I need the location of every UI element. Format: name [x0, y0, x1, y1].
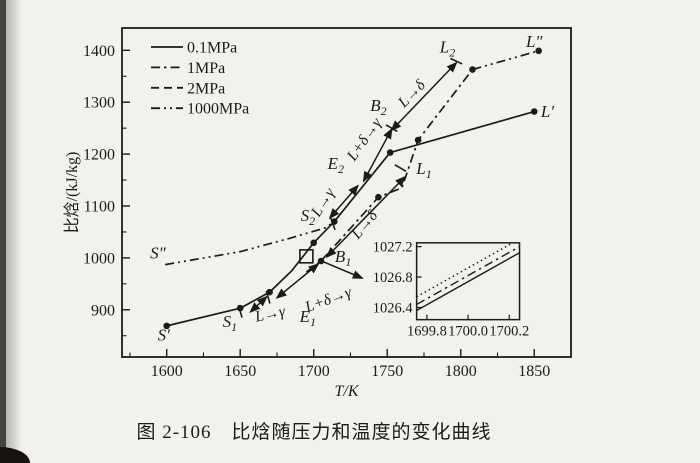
- x-tick-label: 1800: [445, 363, 477, 380]
- y-axis-title: 比焓/(kJ/kg): [63, 152, 81, 234]
- curve-1000MPa: [472, 50, 539, 71]
- inset-line-solid: [416, 252, 520, 312]
- legend: 0.1MPa 1MPa 2MPa 1000MPa: [151, 40, 249, 118]
- legend-entry-label: 2MPa: [187, 80, 225, 97]
- x-tick-label: 1750: [371, 363, 403, 380]
- phase-path-label: L→γ: [253, 303, 288, 326]
- label-S-prime: S′: [158, 326, 171, 345]
- transformation-arrow: [275, 263, 320, 299]
- label-E2: E2: [327, 154, 344, 176]
- data-point: [163, 322, 170, 330]
- x-tick-label: 1850: [518, 363, 550, 380]
- inset-x-tick-label: 1700.0: [448, 324, 488, 340]
- axes-ticks: 1600 1650 1700 1750 1800 1850 900 1000 1100 1200 1…: [83, 43, 572, 380]
- label-S-dblprime: S″: [150, 244, 167, 263]
- scan-edge-shadow: [6, 0, 22, 463]
- y-tick-label: 1100: [84, 198, 115, 215]
- inset-x-tick-label: 1700.2: [489, 324, 529, 340]
- label-L1: L1: [415, 159, 431, 181]
- inset-y-tick-label: 1026.4: [373, 300, 414, 316]
- chart-canvas: 1600 1650 1700 1750 1800 1850 900 1000 1100 1200 1…: [63, 27, 572, 400]
- x-tick-label: 1650: [224, 363, 256, 380]
- inset-x-tick-label: 1699.8: [407, 324, 447, 340]
- transformation-arrow: [323, 261, 364, 279]
- y-tick-label: 1300: [83, 95, 115, 112]
- legend-entry-label: 1MPa: [187, 60, 225, 77]
- inset-y-tick-label: 1026.8: [373, 270, 413, 286]
- figure-caption: 图 2-106 比焓随压力和温度的变化曲线: [136, 422, 492, 443]
- label-E1: E1: [299, 307, 316, 329]
- x-tick-label: 1600: [151, 363, 183, 380]
- end-tick: [394, 164, 407, 173]
- data-point: [310, 239, 318, 247]
- transformation-arrow: [390, 61, 458, 132]
- scan-corner-blob: [0, 447, 30, 463]
- label-L-prime: L′: [540, 102, 554, 121]
- phase-path-label: L→δ: [394, 76, 429, 112]
- label-B1: B1: [335, 247, 351, 269]
- data-point: [535, 47, 542, 55]
- data-point: [330, 218, 338, 225]
- inset-line-dotted: [416, 242, 515, 298]
- inset-plot: 1699.8 1700.0 1700.2 1026.4 1026.8 1027.2: [373, 240, 529, 340]
- transformation-arrow: [362, 127, 393, 183]
- data-point: [375, 193, 382, 201]
- label-L-dblprime: L″: [525, 32, 543, 51]
- end-tick: [385, 124, 398, 133]
- data-point: [386, 149, 394, 156]
- label-S2: S2: [301, 206, 316, 228]
- y-tick-label: 900: [91, 302, 115, 319]
- label-S1: S1: [223, 312, 238, 334]
- phase-path-label: L→δ: [347, 207, 381, 243]
- data-points: [163, 47, 542, 330]
- legend-entry-label: 0.1MPa: [187, 40, 237, 57]
- data-point: [266, 288, 273, 296]
- data-point: [236, 304, 244, 312]
- x-axis-title: T/K: [334, 383, 359, 400]
- open-square-marker: [299, 249, 314, 264]
- data-point: [414, 136, 422, 144]
- phase-path-label: L+δ→γ: [343, 114, 385, 165]
- inset-line-dash-dot: [416, 246, 520, 306]
- y-tick-label: 1400: [83, 43, 115, 60]
- scan-edge-band: [0, 0, 6, 463]
- curve-1000MPa: [165, 220, 335, 266]
- label-B2: B2: [370, 96, 386, 118]
- legend-entry-label: 1000MPa: [187, 101, 249, 118]
- y-tick-label: 1000: [83, 250, 115, 267]
- transformation-arrow: [249, 295, 268, 313]
- data-point: [530, 108, 538, 115]
- plot-frame: [121, 27, 572, 358]
- inset-y-tick-label: 1027.2: [373, 240, 413, 256]
- x-tick-label: 1700: [298, 363, 330, 380]
- end-tick: [450, 57, 463, 65]
- phase-path-label: L+δ→γ: [302, 283, 355, 316]
- transformation-arrow: [328, 184, 359, 220]
- y-tick-label: 1200: [83, 147, 115, 164]
- label-L2: L2: [439, 38, 455, 60]
- data-point: [317, 257, 325, 265]
- data-point: [469, 66, 476, 73]
- transformation-arrow: [325, 175, 407, 259]
